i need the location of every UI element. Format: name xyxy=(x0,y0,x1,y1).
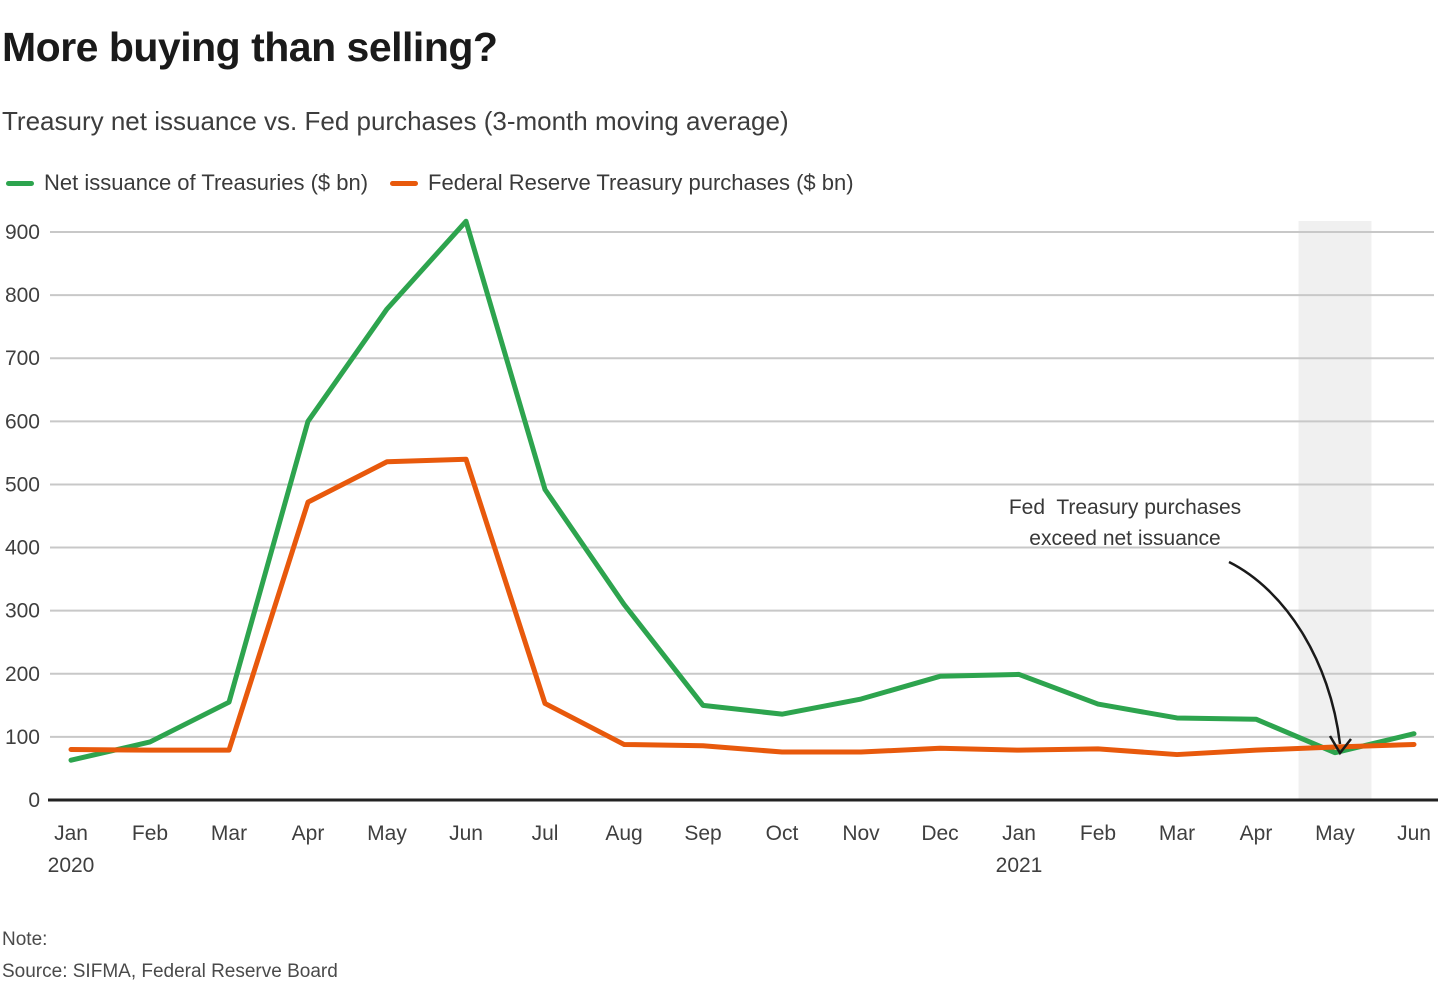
y-tick-label: 600 xyxy=(5,410,40,433)
y-tick-label: 100 xyxy=(5,726,40,749)
y-tick-label: 0 xyxy=(28,789,40,812)
x-tick-label: Feb xyxy=(132,822,168,845)
series-line-fed-purchases xyxy=(68,456,1417,758)
data-lines-group xyxy=(68,218,1417,763)
legend-item-net-issuance: Net issuance of Treasuries ($ bn) xyxy=(6,170,368,196)
x-tick-label: Aug xyxy=(605,822,642,845)
highlight-band-group xyxy=(1298,221,1372,800)
x-tick-label: Dec xyxy=(921,822,958,845)
legend-label-fed-purchases: Federal Reserve Treasury purchases ($ bn… xyxy=(428,170,854,195)
annotation-line-2: exceed net issuance xyxy=(1029,527,1221,550)
y-tick-label: 800 xyxy=(5,284,40,307)
legend-label-net-issuance: Net issuance of Treasuries ($ bn) xyxy=(44,170,369,195)
x-tick-label: Mar xyxy=(1159,822,1195,845)
annotation-arrow-shaft xyxy=(1228,560,1342,745)
y-tick-label: 900 xyxy=(5,221,40,244)
y-tick-label: 400 xyxy=(5,537,40,560)
legend-swatch-green-icon xyxy=(6,180,34,186)
note-text: Note: xyxy=(2,929,48,950)
annotation-arrow-group xyxy=(1228,560,1352,756)
x-year-label: 2020 xyxy=(48,854,95,877)
source-text: Source: SIFMA, Federal Reserve Board xyxy=(2,961,338,982)
x-tick-label: Apr xyxy=(292,822,325,845)
x-tick-label: Apr xyxy=(1240,822,1273,845)
x-tick-label: Jan xyxy=(54,822,88,845)
x-tick-label: Feb xyxy=(1080,822,1116,845)
x-tick-label: Oct xyxy=(766,822,799,845)
x-tick-label: May xyxy=(367,822,407,845)
x-tick-label: Jan xyxy=(1002,822,1036,845)
x-tick-label: Jun xyxy=(449,822,483,845)
y-tick-label: 500 xyxy=(5,473,40,496)
y-tick-label: 200 xyxy=(5,663,40,686)
annotation-line-1: Fed Treasury purchases xyxy=(1008,496,1242,519)
chart-annotation: Fed Treasury purchases exceed net issuan… xyxy=(974,492,1276,554)
y-axis-labels-group: 0 100 200 300 400 500 600 700 800 900 xyxy=(5,221,40,812)
x-tick-label: May xyxy=(1315,822,1355,845)
x-tick-label: Nov xyxy=(842,822,880,845)
legend: Net issuance of Treasuries ($ bn) Federa… xyxy=(6,170,876,196)
legend-swatch-orange-icon xyxy=(390,180,419,186)
y-tick-label: 700 xyxy=(5,347,40,370)
gridlines-group xyxy=(50,231,1434,738)
x-axis-labels-group: Jan Feb Mar Apr May Jun Jul Aug Sep Oct Nov Dec Jan F… xyxy=(48,822,1431,877)
annotation-arrowhead-icon xyxy=(1328,735,1352,756)
page-title: More buying than selling? xyxy=(2,24,498,70)
x-tick-label: Jun xyxy=(1397,822,1431,845)
series-line-net-issuance xyxy=(68,218,1417,763)
chart-subtitle: Treasury net issuance vs. Fed purchases … xyxy=(2,106,789,136)
x-year-label: 2021 xyxy=(996,854,1043,877)
legend-item-fed-purchases: Federal Reserve Treasury purchases ($ bn… xyxy=(390,170,854,196)
x-tick-label: Sep xyxy=(684,822,721,845)
x-tick-label: Jul xyxy=(532,822,559,845)
x-tick-label: Mar xyxy=(211,822,247,845)
y-tick-label: 300 xyxy=(5,600,40,623)
highlight-band-rect xyxy=(1298,221,1372,800)
